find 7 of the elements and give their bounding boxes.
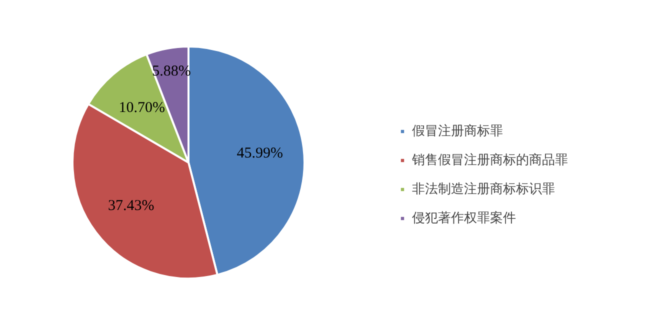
legend-label: 非法制造注册商标标识罪: [412, 181, 555, 198]
data-label: 37.43%: [108, 198, 154, 214]
legend-label: 侵犯著作权罪案件: [412, 210, 516, 227]
data-label: 45.99%: [236, 145, 283, 162]
legend-label: 假冒注册商标罪: [412, 123, 503, 140]
legend-label: 销售假冒注册商标的商品罪: [412, 152, 568, 169]
data-label: 10.70%: [118, 100, 165, 116]
